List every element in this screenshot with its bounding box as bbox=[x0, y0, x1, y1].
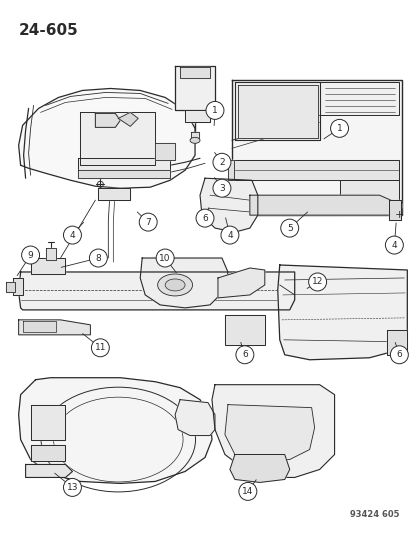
Polygon shape bbox=[19, 88, 195, 188]
Text: 6: 6 bbox=[242, 350, 247, 359]
Text: 5: 5 bbox=[286, 224, 292, 232]
Text: 1: 1 bbox=[336, 124, 342, 133]
Polygon shape bbox=[234, 83, 319, 140]
Polygon shape bbox=[190, 132, 199, 139]
Polygon shape bbox=[389, 200, 400, 220]
Text: 10: 10 bbox=[159, 254, 171, 263]
Polygon shape bbox=[229, 455, 289, 482]
Polygon shape bbox=[31, 445, 65, 462]
Text: 24-605: 24-605 bbox=[19, 22, 78, 38]
Text: 11: 11 bbox=[95, 343, 106, 352]
Circle shape bbox=[308, 273, 326, 291]
Text: 3: 3 bbox=[218, 184, 224, 193]
Polygon shape bbox=[78, 170, 170, 178]
Text: +: + bbox=[394, 210, 403, 220]
Polygon shape bbox=[80, 112, 155, 165]
Circle shape bbox=[139, 213, 157, 231]
Polygon shape bbox=[199, 178, 257, 232]
Text: 13: 13 bbox=[66, 483, 78, 492]
Circle shape bbox=[221, 226, 238, 244]
Polygon shape bbox=[23, 321, 55, 332]
Polygon shape bbox=[175, 400, 214, 435]
Circle shape bbox=[235, 346, 253, 364]
Polygon shape bbox=[31, 258, 65, 274]
Circle shape bbox=[212, 179, 230, 197]
Text: 2: 2 bbox=[218, 158, 224, 167]
Circle shape bbox=[212, 154, 230, 171]
Polygon shape bbox=[339, 180, 399, 215]
Polygon shape bbox=[13, 278, 23, 295]
Polygon shape bbox=[231, 80, 401, 215]
Polygon shape bbox=[277, 265, 406, 360]
Polygon shape bbox=[217, 268, 264, 298]
Polygon shape bbox=[155, 143, 175, 160]
Polygon shape bbox=[224, 315, 264, 345]
Polygon shape bbox=[237, 85, 317, 139]
Text: 6: 6 bbox=[202, 214, 207, 223]
Polygon shape bbox=[45, 248, 55, 260]
Polygon shape bbox=[78, 158, 170, 172]
Circle shape bbox=[63, 479, 81, 496]
Text: 9: 9 bbox=[28, 251, 33, 260]
Polygon shape bbox=[26, 464, 72, 478]
Polygon shape bbox=[95, 114, 120, 127]
Polygon shape bbox=[19, 272, 294, 310]
Polygon shape bbox=[231, 160, 399, 180]
Text: 4: 4 bbox=[391, 240, 396, 249]
Text: 93424 605: 93424 605 bbox=[349, 510, 399, 519]
Polygon shape bbox=[180, 67, 209, 78]
Ellipse shape bbox=[165, 279, 185, 291]
Polygon shape bbox=[140, 258, 228, 308]
Circle shape bbox=[89, 249, 107, 267]
Polygon shape bbox=[19, 378, 211, 483]
Text: 12: 12 bbox=[311, 278, 323, 286]
Circle shape bbox=[238, 482, 256, 500]
Text: 14: 14 bbox=[242, 487, 253, 496]
Polygon shape bbox=[228, 160, 233, 180]
Polygon shape bbox=[6, 282, 14, 292]
Ellipse shape bbox=[190, 138, 199, 143]
Text: 6: 6 bbox=[396, 350, 401, 359]
Ellipse shape bbox=[157, 274, 192, 296]
Circle shape bbox=[280, 219, 298, 237]
Circle shape bbox=[21, 246, 40, 264]
Circle shape bbox=[196, 209, 214, 227]
Text: 8: 8 bbox=[95, 254, 101, 263]
Polygon shape bbox=[185, 110, 209, 123]
Circle shape bbox=[91, 339, 109, 357]
Circle shape bbox=[206, 101, 223, 119]
Text: 1: 1 bbox=[211, 106, 217, 115]
Polygon shape bbox=[19, 320, 90, 335]
Polygon shape bbox=[387, 330, 406, 355]
Polygon shape bbox=[319, 83, 399, 116]
Circle shape bbox=[63, 226, 81, 244]
Text: 7: 7 bbox=[145, 217, 151, 227]
Circle shape bbox=[389, 346, 407, 364]
Polygon shape bbox=[249, 195, 401, 215]
Circle shape bbox=[156, 249, 174, 267]
Polygon shape bbox=[118, 112, 138, 126]
Circle shape bbox=[385, 236, 402, 254]
Polygon shape bbox=[31, 405, 65, 440]
Polygon shape bbox=[224, 405, 314, 462]
Text: 4: 4 bbox=[69, 231, 75, 239]
Polygon shape bbox=[175, 66, 214, 110]
Polygon shape bbox=[98, 188, 130, 200]
Circle shape bbox=[330, 119, 348, 138]
Text: 4: 4 bbox=[227, 231, 232, 239]
Polygon shape bbox=[211, 385, 334, 478]
